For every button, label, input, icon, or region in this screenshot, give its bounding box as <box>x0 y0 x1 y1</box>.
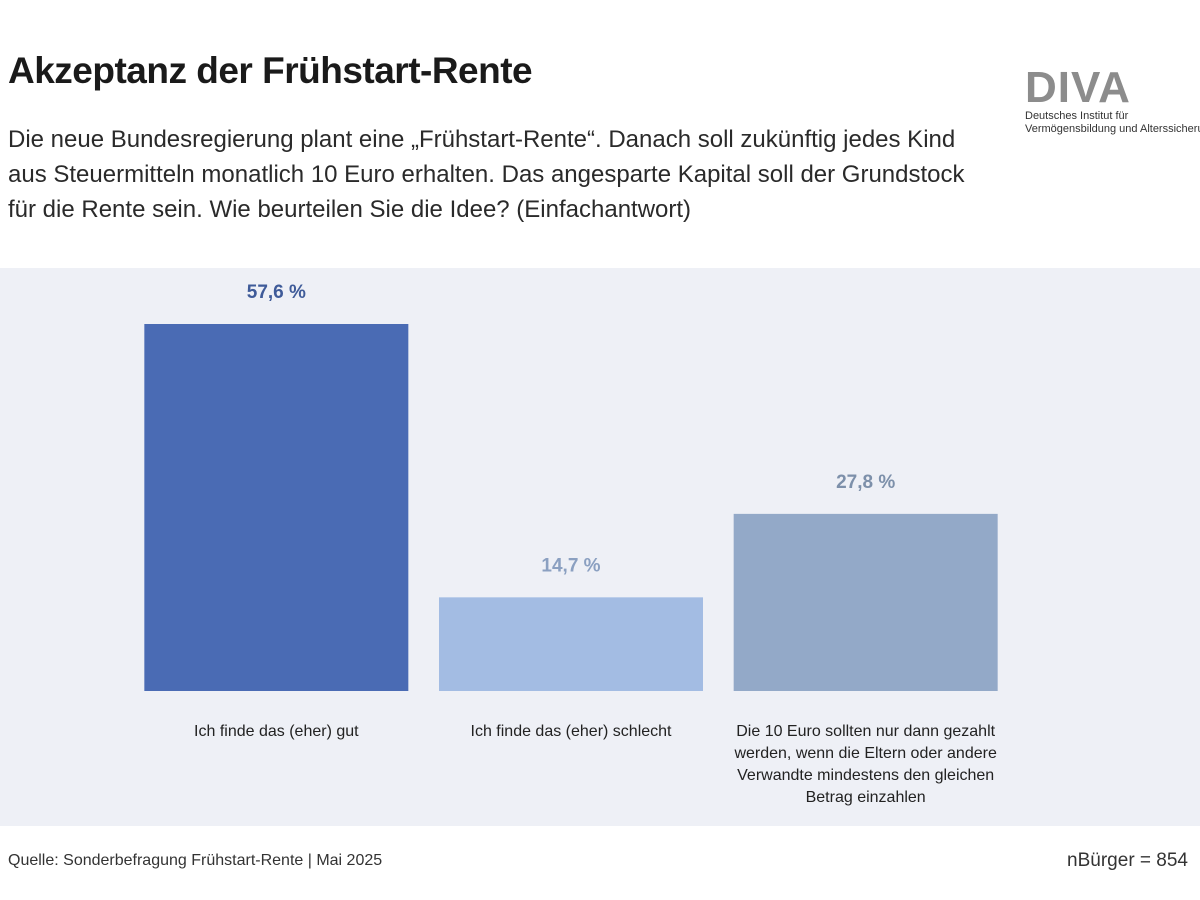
x-tick-label: Ich finde das (eher) gut <box>194 723 359 740</box>
logo: DIVA Deutsches Institut für Vermögensbil… <box>1025 66 1200 136</box>
logo-mark: DIVA <box>1025 66 1131 112</box>
value-label: 57,6 % <box>247 282 306 303</box>
chart-title: Akzeptanz der Frühstart-Rente <box>8 50 533 91</box>
value-label: 27,8 % <box>836 472 895 493</box>
chart-subtitle: Die neue Bundesregierung plant eine „Frü… <box>8 126 965 223</box>
x-tick-label: Ich finde das (eher) schlecht <box>470 723 672 740</box>
chart-panel: 57,6 % 14,7 % 27,8 % Ich finde das (eher) … <box>0 268 1200 826</box>
sample-size: nBürger = 854 <box>1067 850 1188 871</box>
bar <box>439 597 703 691</box>
bar <box>144 324 409 691</box>
bar <box>733 513 998 691</box>
logo-text: Deutsches Institut für <box>1025 110 1129 122</box>
x-tick-label: Die 10 Euro sollten nur dann gezahlt wer… <box>734 723 997 806</box>
logo-text: Vermögensbildung und Alterssicherung <box>1025 123 1200 135</box>
chart: 57,6 % 14,7 % 27,8 % <box>144 282 998 691</box>
value-label: 14,7 % <box>541 555 600 576</box>
source: Quelle: Sonderbefragung Frühstart-Rente … <box>8 852 383 869</box>
